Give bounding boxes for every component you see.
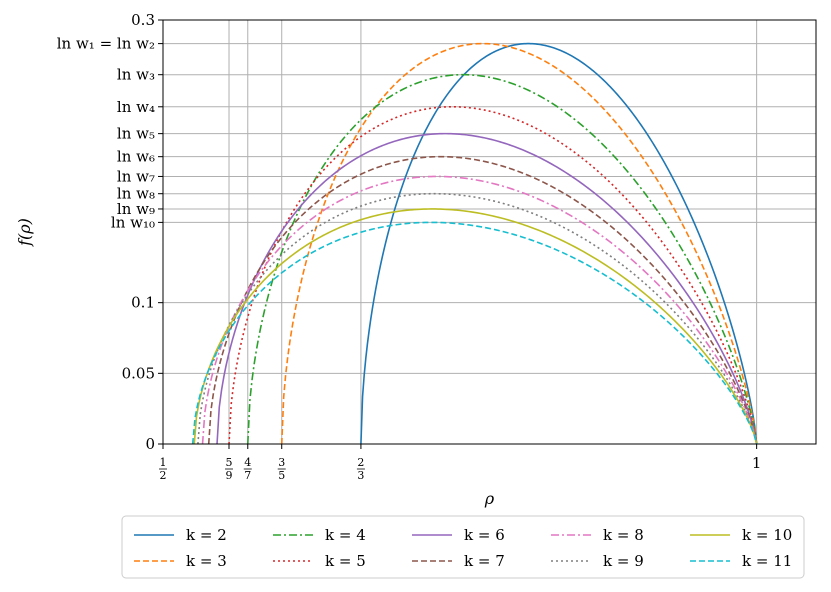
series-line-k4	[246, 73, 758, 445]
y-ticks: 0 0.05 0.1 0.3 ln w₁ = ln w₂ ln w₃ ln w₄ ln w₅ l…	[57, 11, 163, 453]
legend-label: k = 4	[325, 526, 366, 544]
series-line-k5	[228, 105, 758, 445]
y-tick-label: ln w₇	[117, 167, 155, 185]
y-tick-label: ln w₉	[117, 200, 155, 218]
x-tick-label-numerator: 4	[244, 456, 251, 469]
x-tick-label-denominator: 3	[357, 469, 364, 482]
series-line-k3	[280, 42, 758, 445]
x-tick-label-denominator: 7	[244, 469, 251, 482]
x-tick-label-denominator: 5	[278, 469, 285, 482]
legend-box	[121, 515, 805, 579]
plot-frame	[162, 19, 817, 445]
y-tick-label: 0	[145, 435, 155, 453]
series-line-k7	[207, 155, 758, 445]
x-tick-label-denominator: 9	[226, 469, 233, 482]
y-tick-label: ln w₅	[117, 125, 155, 143]
series-line-k8	[201, 175, 758, 445]
y-axis-label: f(ρ)	[15, 218, 34, 247]
y-tick-label: 0.3	[131, 11, 155, 29]
x-tick-label-denominator: 2	[160, 469, 167, 482]
series-line-k9	[197, 192, 758, 445]
legend-label: k = 11	[742, 552, 792, 570]
legend-label: k = 3	[186, 552, 227, 570]
y-tick-label: ln w₆	[117, 148, 155, 166]
y-tick-label: ln w₃	[117, 66, 155, 84]
legend-label: k = 10	[742, 526, 792, 544]
legend-label: k = 6	[464, 526, 505, 544]
series-line-k2	[360, 42, 758, 445]
legend-label: k = 9	[603, 552, 644, 570]
x-tick-label-numerator: 5	[226, 456, 233, 469]
legend-label: k = 7	[464, 552, 505, 570]
y-tick-label: 0.1	[131, 294, 155, 312]
legend-label: k = 2	[186, 526, 227, 544]
legend-label: k = 8	[603, 526, 644, 544]
y-tick-label: ln w₈	[117, 185, 155, 203]
curves	[191, 42, 758, 445]
y-tick-label: ln w₄	[117, 98, 155, 116]
series-line-k6	[216, 132, 758, 445]
x-tick-label-numerator: 3	[278, 456, 285, 469]
legend-label: k = 5	[325, 552, 366, 570]
series-line-k11	[191, 221, 758, 445]
x-tick-label-numerator: 2	[357, 456, 364, 469]
x-tick-label-numerator: 1	[160, 456, 167, 469]
y-tick-label: 0.05	[122, 364, 155, 382]
legend: k = 2 k = 3 k = 4 k = 5 k = 6 k = 7 k = 8 k = 9…	[121, 515, 805, 579]
x-tick-label: 1	[752, 454, 762, 472]
y-tick-label: ln w₁₀	[111, 213, 155, 231]
series-line-k10	[193, 208, 758, 445]
grid	[162, 19, 816, 445]
y-tick-label: ln w₁ = ln w₂	[57, 35, 155, 53]
x-axis-label: ρ	[484, 489, 495, 508]
